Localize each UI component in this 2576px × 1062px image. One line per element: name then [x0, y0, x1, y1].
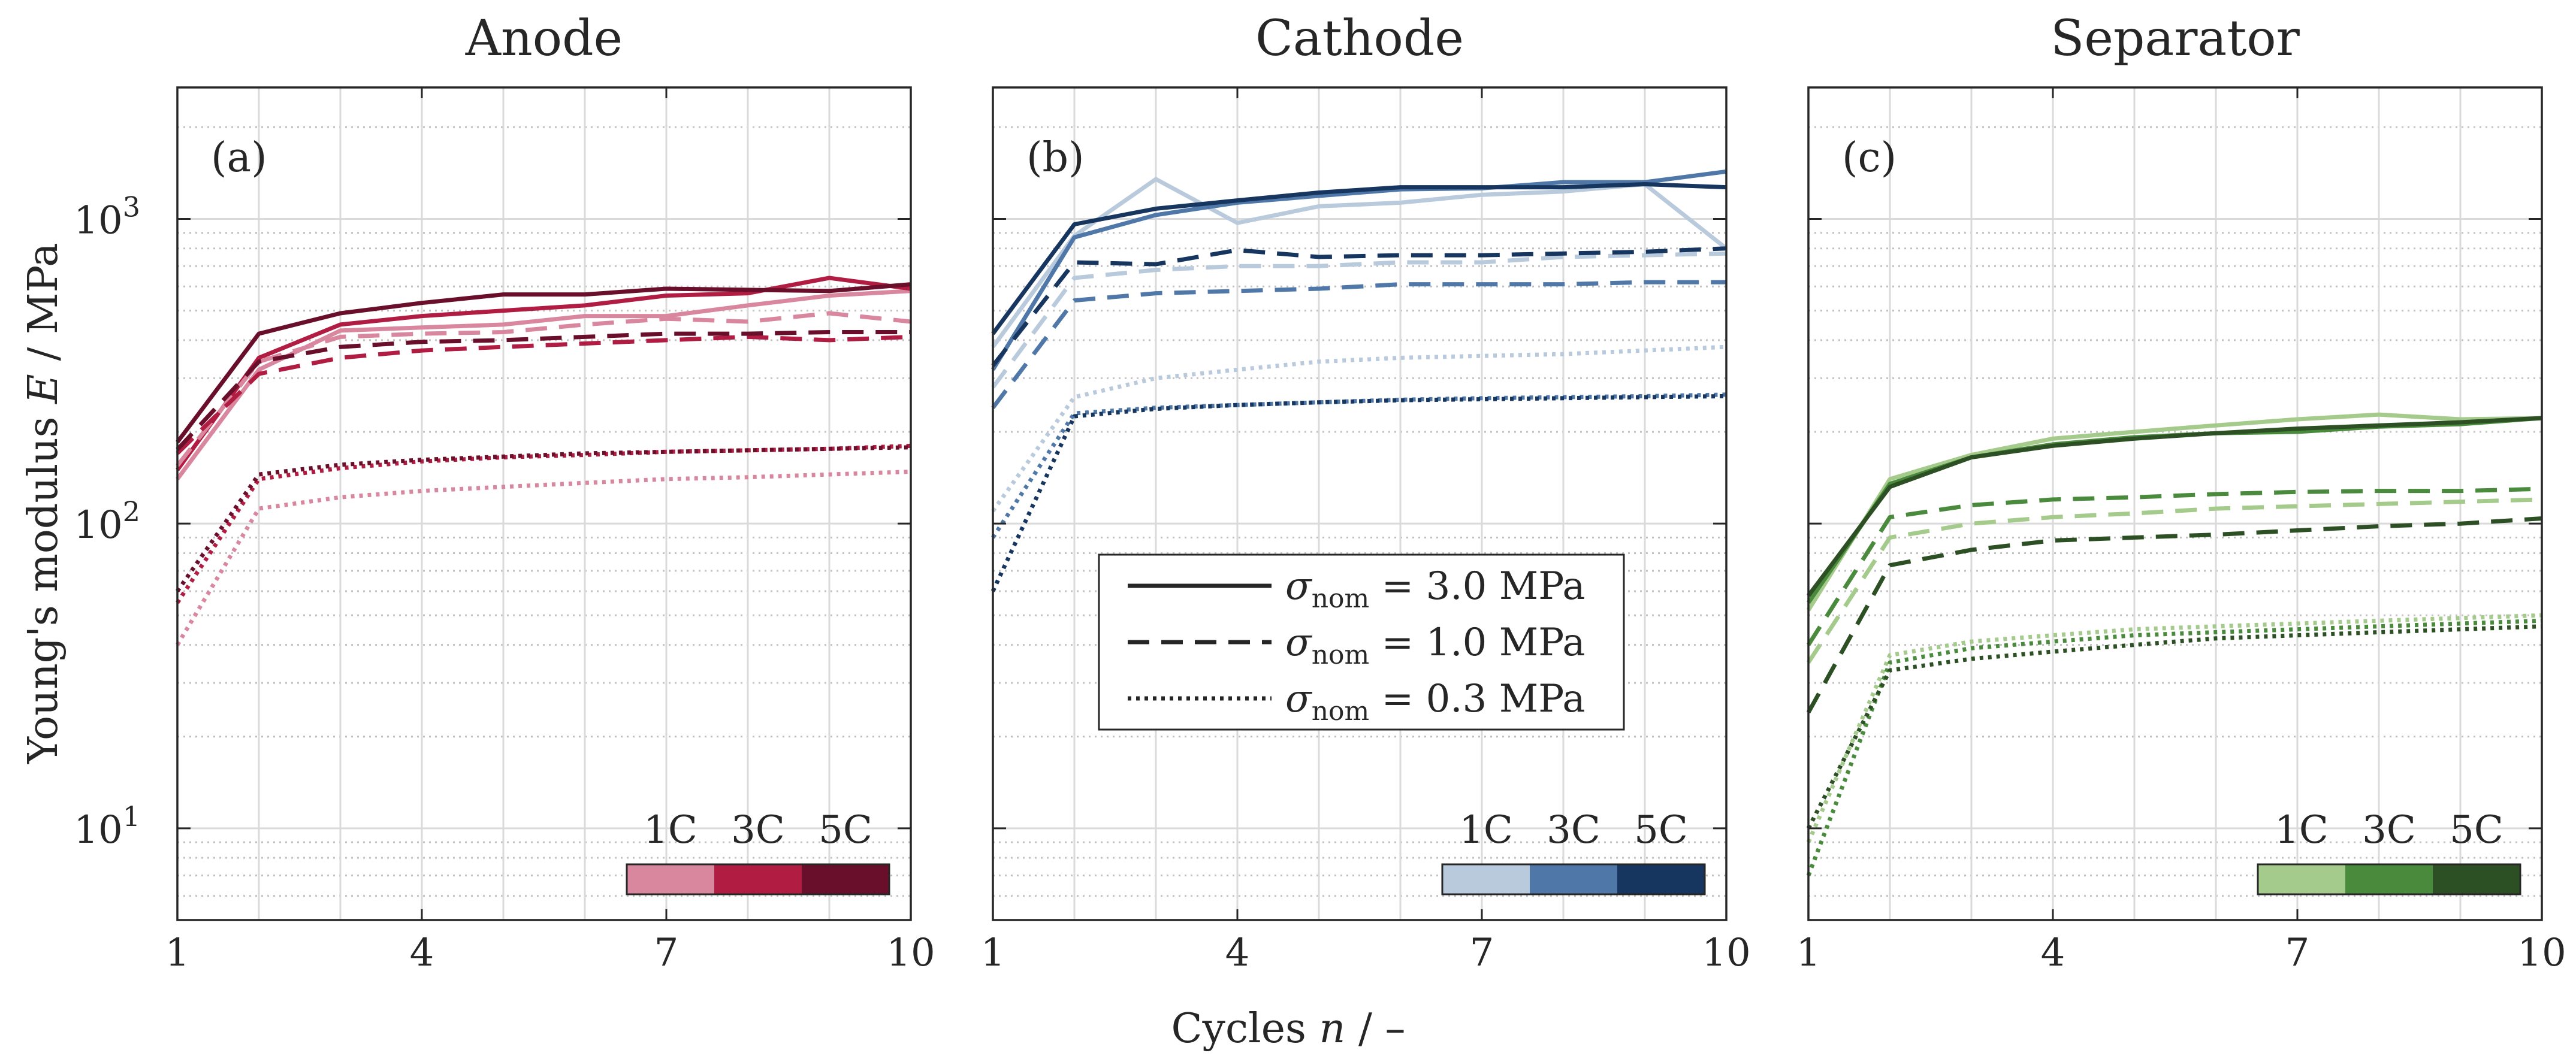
c-rate-label-1c: 1C — [2275, 808, 2329, 852]
series-line-5c-3p0mpa — [991, 182, 1727, 335]
series-line-1c-1p0mpa — [176, 311, 911, 467]
c-rate-bar-frame — [1441, 863, 1706, 895]
y-axis-label: Young's modulus E / MPa — [20, 243, 67, 764]
series-line-3c-1p0mpa — [991, 280, 1726, 409]
c-rate-label-1c: 1C — [1459, 808, 1513, 852]
series-line-5c-1p0mpa — [991, 246, 1727, 367]
y-tick-label: 101 — [74, 800, 140, 852]
x-tick-label: 7 — [2285, 931, 2310, 975]
c-rate-bar-frame — [626, 863, 890, 895]
chart-panel-anode: 1 4 7 10 101 102 103 Anode (a) 1C 3C 5C — [74, 10, 935, 975]
series-line-5c-3p0mpa — [1807, 416, 2542, 597]
x-tick-label: 4 — [2041, 931, 2065, 975]
panel-label: (b) — [1026, 134, 1085, 181]
x-tick-label: 10 — [2517, 931, 2566, 975]
series-line-3c-3p0mpa — [176, 276, 911, 471]
series-line-1c-3p0mpa — [1807, 412, 2542, 612]
axes-frame — [176, 86, 912, 921]
panel-title: Anode — [465, 10, 623, 67]
legend-label-dotted: σnom = 0.3 MPa — [1285, 677, 1586, 727]
x-tick-label: 10 — [1702, 931, 1750, 975]
series-line-3c-1p0mpa — [176, 334, 911, 455]
series-line-5c-0p3mpa — [176, 445, 911, 593]
line-style-legend: σnom = 3.0 MPa σnom = 1.0 MPa σnom = 0.3… — [1098, 553, 1625, 731]
series-line-1c-1p0mpa — [1807, 497, 2542, 664]
c-rate-label-3c: 3C — [1547, 808, 1600, 852]
c-rate-label-3c: 3C — [731, 808, 785, 852]
panel-label: (a) — [211, 134, 267, 181]
legend-label-dashed: σnom = 1.0 MPa — [1285, 621, 1586, 670]
c-rate-label-5c: 5C — [1634, 808, 1688, 852]
c-rate-label-5c: 5C — [819, 808, 872, 852]
c-rate-label-3c: 3C — [2362, 808, 2416, 852]
c-rate-label-1c: 1C — [644, 808, 697, 852]
x-tick-label: 7 — [1470, 931, 1494, 975]
axes-frame — [1807, 86, 2543, 921]
c-rate-label-5c: 5C — [2450, 808, 2503, 852]
chart-panel-cathode: 1 4 7 10 Cathode (b) 1C 3C 5C — [981, 10, 1751, 975]
c-rate-swatch-3c — [714, 864, 802, 894]
panel-title: Cathode — [1255, 10, 1464, 67]
legend-label-solid: σnom = 3.0 MPa — [1285, 564, 1586, 614]
series-line-3c-3p0mpa — [991, 169, 1727, 371]
x-tick-label: 1 — [165, 931, 190, 975]
series-line-1c-0p3mpa — [991, 344, 1727, 513]
x-axis-label: Cycles n / – — [1171, 1005, 1406, 1052]
c-rate-swatch-3c — [1530, 864, 1617, 894]
c-rate-swatch-5c — [802, 864, 889, 894]
series-line-3c-0p3mpa — [1806, 618, 2542, 876]
y-tick-label: 103 — [74, 190, 140, 243]
series-line-5c-0p3mpa — [990, 394, 1727, 592]
x-tick-label: 7 — [654, 931, 679, 975]
c-rate-swatch-3c — [2345, 864, 2433, 894]
chart-panel-separator: 1 4 7 10 Separator (c) 1C 3C 5C — [1796, 10, 2566, 975]
series-line-1c-1p0mpa — [991, 251, 1727, 389]
axes-frame — [992, 86, 1728, 921]
x-tick-label: 4 — [1225, 931, 1250, 975]
series-line-5c-0p3mpa — [1806, 624, 2542, 830]
c-rate-swatch-5c — [2433, 864, 2520, 894]
panel-label: (c) — [1842, 134, 1896, 181]
c-rate-swatch-1c — [627, 864, 714, 894]
series-line-1c-0p3mpa — [175, 470, 911, 646]
c-rate-swatch-1c — [2258, 864, 2345, 894]
c-rate-bar-frame — [2257, 863, 2521, 895]
series-line-5c-3p0mpa — [176, 282, 911, 444]
x-tick-label: 10 — [886, 931, 935, 975]
y-tick-label: 102 — [74, 495, 140, 547]
c-rate-swatch-1c — [1442, 864, 1530, 894]
series-line-1c-0p3mpa — [1806, 613, 2542, 843]
series-line-5c-1p0mpa — [1806, 516, 2542, 714]
x-tick-label: 1 — [1796, 931, 1821, 975]
c-rate-swatch-5c — [1617, 864, 1705, 894]
panel-title: Separator — [2050, 10, 2300, 67]
series-line-3c-1p0mpa — [1807, 486, 2542, 646]
x-tick-label: 4 — [410, 931, 434, 975]
x-tick-label: 1 — [981, 931, 1005, 975]
series-line-1c-3p0mpa — [991, 177, 1728, 349]
series-line-5c-1p0mpa — [176, 330, 911, 451]
